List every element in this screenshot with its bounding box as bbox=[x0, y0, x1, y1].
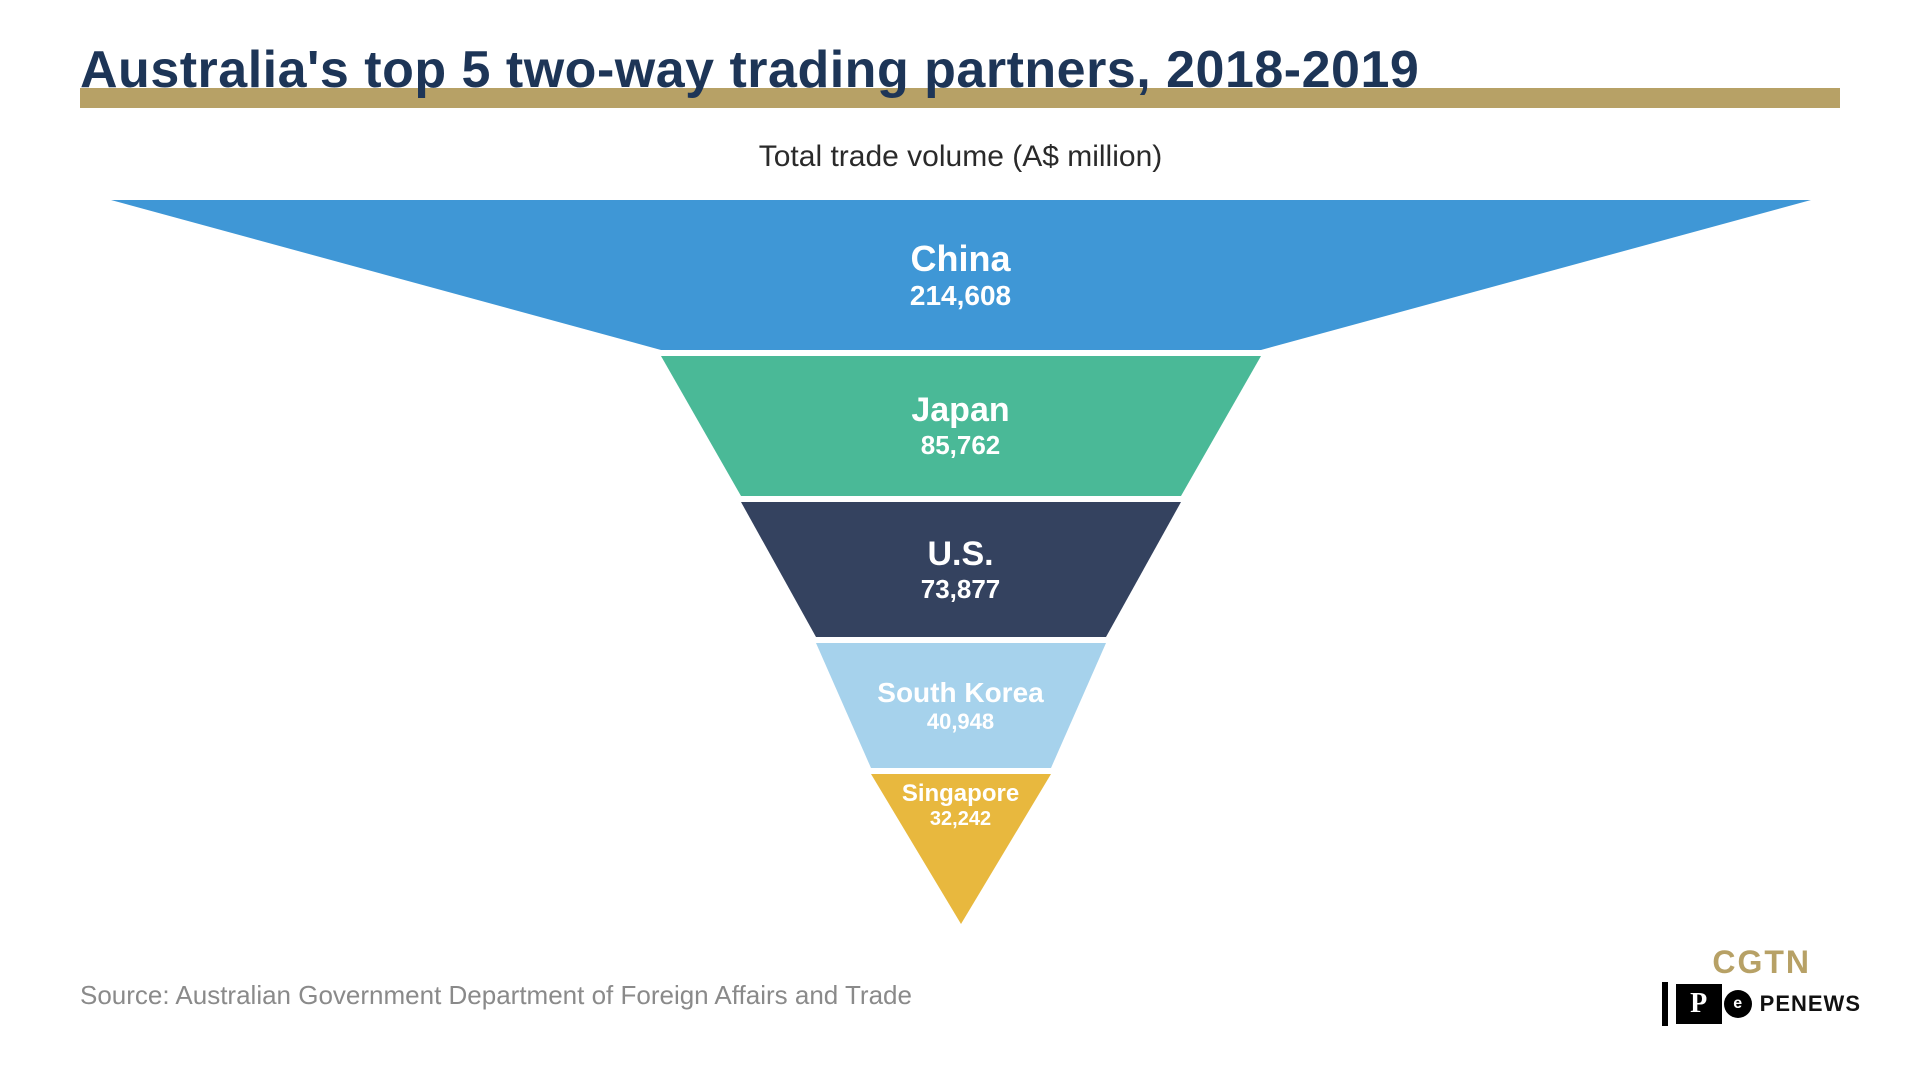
infographic-stage: Australia's top 5 two-way trading partne… bbox=[0, 0, 1921, 1081]
chart-subtitle: Total trade volume (A$ million) bbox=[0, 140, 1921, 174]
funnel-segment: South Korea40,948 bbox=[816, 643, 1106, 768]
funnel-segment: Japan85,762 bbox=[661, 356, 1261, 496]
penews-p-icon: P bbox=[1676, 984, 1722, 1024]
funnel-chart: China214,608Japan85,762U.S.73,877South K… bbox=[0, 200, 1921, 930]
cgtn-logo: CGTN bbox=[1712, 944, 1811, 981]
penews-e-icon: e bbox=[1724, 990, 1752, 1018]
title-block: Australia's top 5 two-way trading partne… bbox=[80, 40, 1840, 100]
funnel-segment: China214,608 bbox=[111, 200, 1811, 350]
penews-text: PENEWS bbox=[1760, 991, 1861, 1017]
source-attribution: Source: Australian Government Department… bbox=[80, 980, 912, 1011]
funnel-segment: Singapore32,242 bbox=[871, 774, 1051, 924]
chart-title: Australia's top 5 two-way trading partne… bbox=[80, 40, 1840, 100]
penews-logo: P e PENEWS bbox=[1662, 982, 1861, 1026]
logo-divider bbox=[1662, 982, 1668, 1026]
funnel-segment: U.S.73,877 bbox=[741, 502, 1181, 637]
